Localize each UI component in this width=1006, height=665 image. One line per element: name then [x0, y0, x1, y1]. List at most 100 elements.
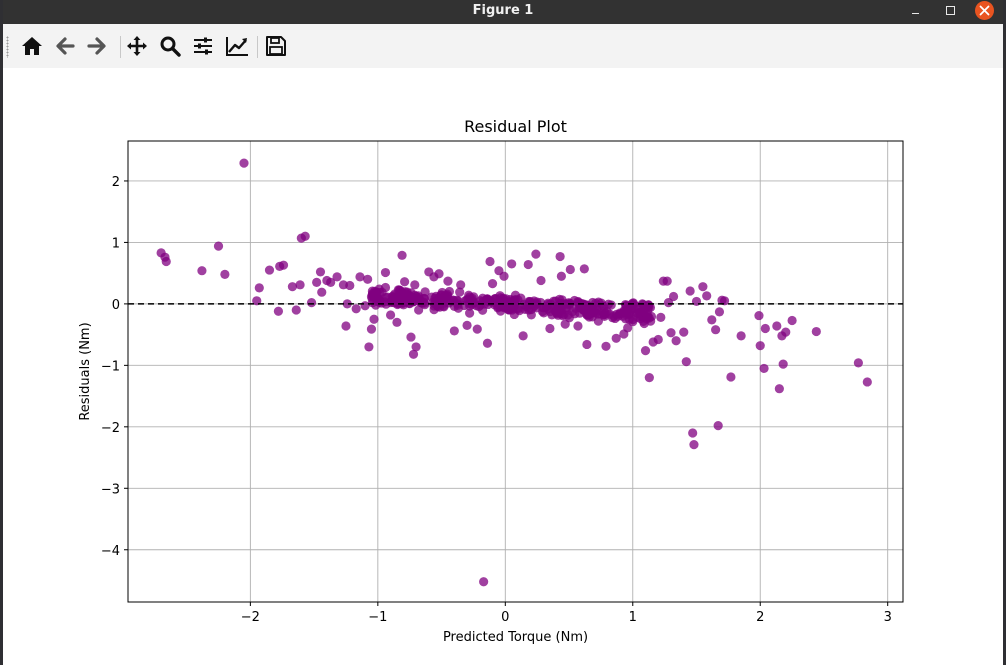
scatter-point [576, 302, 586, 312]
home-icon [22, 37, 42, 55]
residual-scatter-chart[interactable]: −2 −1 0 1 2 3 −4 −3 −2 −1 0 1 2 Residual Plot Predic… [3, 68, 1003, 665]
scatter-point [364, 342, 374, 352]
scatter-point [755, 341, 765, 351]
scatter-point [565, 264, 575, 275]
save-button[interactable] [262, 32, 290, 60]
back-arrow-icon [56, 37, 75, 55]
scatter-point [778, 359, 788, 369]
scatter-point [430, 299, 440, 309]
scatter-point [862, 377, 872, 387]
scatter-point [736, 331, 746, 341]
y-tick-label: 0 [112, 298, 120, 313]
scatter-point [531, 249, 541, 259]
scatter-point [278, 260, 289, 270]
scatter-point [638, 306, 648, 316]
chart-title: Residual Plot [464, 117, 567, 136]
y-tick-label: −4 [101, 544, 120, 559]
figure-canvas[interactable]: −2 −1 0 1 2 3 −4 −3 −2 −1 0 1 2 Residual Plot Predic… [3, 68, 1003, 665]
scatter-point [518, 331, 528, 341]
scatter-point [562, 304, 572, 315]
x-tick-label: 3 [884, 610, 892, 625]
grid-lines [128, 141, 903, 602]
scatter-point [607, 313, 618, 323]
home-button[interactable] [18, 32, 46, 60]
scatter-point [774, 384, 784, 394]
scatter-point [317, 287, 327, 297]
scatter-point [564, 313, 574, 323]
window-title: Figure 1 [472, 3, 534, 18]
scatter-point [489, 300, 500, 310]
scatter-point [623, 323, 633, 333]
scatter-point [398, 300, 409, 310]
toolbar-separator [120, 36, 121, 58]
scatter-point [306, 298, 317, 308]
scatter-point [375, 288, 385, 298]
configure-subplots-icon [194, 37, 212, 55]
scatter-point [600, 308, 610, 318]
scatter-point [392, 317, 402, 327]
scatter-point [644, 373, 654, 383]
scatter-point [754, 310, 764, 321]
scatter-point [369, 314, 379, 324]
scatter-point [326, 277, 336, 287]
scatter-point [315, 267, 326, 277]
scatter-point [666, 328, 676, 338]
scatter-point [643, 300, 654, 310]
scatter-point [601, 341, 611, 351]
scatter-point [397, 250, 407, 260]
scatter-point [400, 277, 410, 287]
scatter-point [287, 282, 298, 292]
toolbar-separator [257, 36, 258, 58]
scatter-point [351, 304, 361, 314]
back-button[interactable] [51, 32, 79, 60]
forward-button[interactable] [83, 32, 111, 60]
scatter-point [345, 280, 355, 291]
axis-ticks: −2 −1 0 1 2 3 −4 −3 −2 −1 0 1 2 [101, 175, 892, 625]
maximize-button[interactable] [941, 2, 961, 22]
scatter-point [385, 310, 396, 320]
scatter-point [418, 297, 429, 307]
scatter-point [523, 259, 533, 270]
scatter-point [197, 266, 207, 276]
scatter-point [443, 276, 453, 286]
toolbar-grip[interactable] [6, 36, 9, 58]
configure-subplots-button[interactable] [189, 32, 217, 60]
scatter-point [420, 287, 430, 297]
scatter-point [781, 327, 791, 337]
zoom-button[interactable] [156, 32, 184, 60]
scatter-point [456, 280, 466, 290]
x-tick-label: −2 [241, 610, 260, 625]
scatter-point [300, 231, 310, 241]
scatter-point [355, 272, 365, 282]
y-tick-label: −2 [101, 421, 120, 436]
minimize-button[interactable] [905, 2, 925, 22]
scatter-point [681, 357, 691, 367]
x-tick-label: 0 [501, 610, 509, 625]
scatter-point [713, 420, 723, 431]
pan-button[interactable] [123, 32, 151, 60]
scatter-point [487, 279, 498, 289]
scatter-point [653, 334, 663, 345]
scatter-point [363, 274, 373, 284]
scatter-point [213, 241, 224, 251]
x-axis-label: Predicted Torque (Nm) [443, 630, 588, 645]
x-tick-label: −1 [368, 610, 387, 625]
scatter-point [414, 305, 424, 315]
scatter-point [449, 326, 459, 336]
axes-frame [127, 140, 904, 603]
scatter-point [688, 428, 698, 438]
scatter-point [479, 577, 489, 587]
scatter-point [656, 312, 666, 323]
scatter-point [668, 291, 679, 302]
close-button[interactable] [975, 1, 994, 20]
pan-move-icon [127, 36, 147, 56]
scatter-point [772, 321, 782, 331]
scatter-point [380, 267, 391, 278]
scatter-points [156, 158, 872, 587]
scatter-point [545, 323, 555, 334]
scatter-point [264, 265, 275, 275]
close-icon [979, 5, 990, 16]
y-tick-label: −1 [101, 359, 120, 374]
title-bar[interactable]: Figure 1 [3, 0, 1003, 24]
edit-axis-button[interactable] [222, 32, 250, 60]
